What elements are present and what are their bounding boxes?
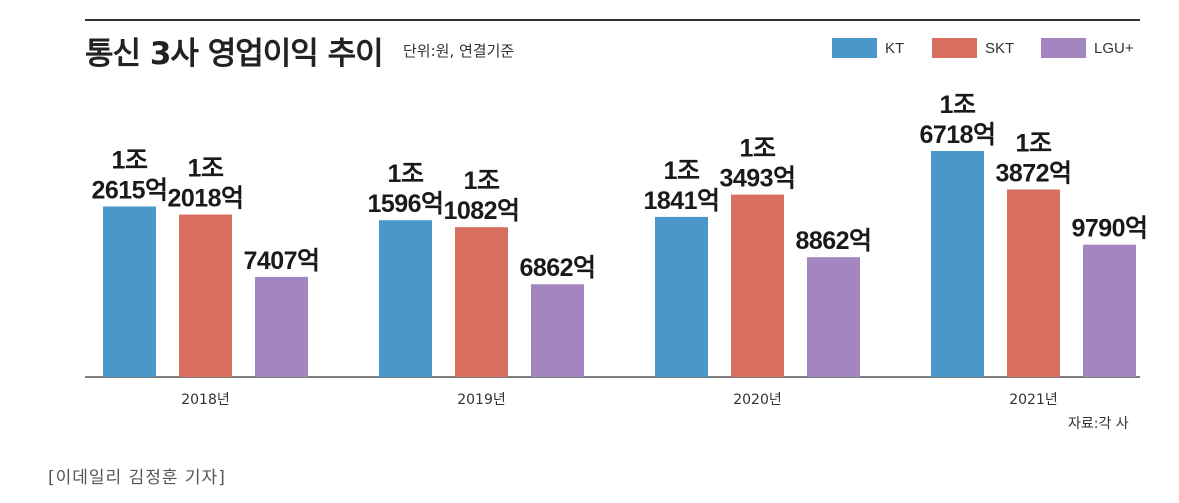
data-label-kt-3-0: 1조: [940, 91, 976, 119]
data-label-skt-0-1: 2018억: [167, 185, 243, 213]
data-label-skt-2-0: 1조: [740, 135, 776, 163]
bar-kt-3: [931, 151, 984, 377]
data-label-skt-2-1: 3493억: [719, 165, 795, 193]
data-label-kt-0-0: 1조: [112, 146, 148, 174]
data-label-kt-1-0: 1조: [388, 160, 424, 188]
legend-item-lgu: LGU+: [1041, 38, 1134, 58]
unit-note: 단위:원, 연결기준: [403, 42, 515, 60]
legend-item-kt: KT: [832, 38, 904, 58]
bar-lgu-2: [807, 257, 860, 377]
x-tick-label-2: 2020년: [733, 392, 782, 408]
data-label-kt-2-1: 1841억: [643, 187, 719, 215]
legend-label-skt: SKT: [985, 39, 1015, 57]
data-label-skt-1-0: 1조: [464, 167, 500, 195]
legend-item-skt: SKT: [932, 38, 1014, 58]
data-label-kt-0-1: 2615억: [91, 176, 167, 204]
data-label-skt-3-0: 1조: [1016, 129, 1052, 157]
bar-kt-2: [655, 216, 708, 377]
data-label-lgu-0-0: 7407억: [243, 247, 319, 275]
legend-label-lgu: LGU+: [1094, 39, 1134, 57]
bar-skt-3: [1007, 189, 1060, 377]
x-tick-label-0: 2018년: [181, 392, 230, 408]
data-label-skt-3-1: 3872억: [995, 159, 1071, 187]
x-tick-label-3: 2021년: [1009, 392, 1058, 408]
data-label-kt-1-1: 1596억: [367, 190, 443, 218]
data-label-lgu-2-0: 8862억: [795, 227, 871, 255]
legend-swatch-lgu: [1041, 38, 1086, 58]
bar-kt-1: [379, 220, 432, 377]
data-label-skt-1-1: 1082억: [443, 197, 519, 225]
source-note: 자료:각 사: [1068, 416, 1129, 432]
chart-title: 통신 3사 영업이익 추이: [85, 36, 384, 72]
bar-lgu-0: [255, 276, 308, 377]
x-tick-label-1: 2019년: [457, 392, 506, 408]
bar-lgu-3: [1083, 244, 1136, 377]
data-label-lgu-3-0: 9790억: [1071, 215, 1147, 243]
data-label-skt-0-0: 1조: [188, 155, 224, 183]
data-label-kt-3-1: 6718억: [919, 121, 995, 149]
legend-label-kt: KT: [885, 39, 905, 57]
bar-kt-0: [103, 206, 156, 377]
bar-skt-1: [455, 227, 508, 377]
data-label-kt-2-0: 1조: [664, 157, 700, 185]
bar-skt-2: [731, 194, 784, 377]
bar-lgu-1: [531, 284, 584, 377]
bar-skt-0: [179, 214, 232, 377]
top-rule: [85, 19, 1140, 21]
data-label-lgu-1-0: 6862억: [519, 254, 595, 282]
legend-swatch-kt: [832, 38, 877, 58]
legend-swatch-skt: [932, 38, 977, 58]
photo-credit: [이데일리 김정훈 기자]: [48, 468, 226, 488]
